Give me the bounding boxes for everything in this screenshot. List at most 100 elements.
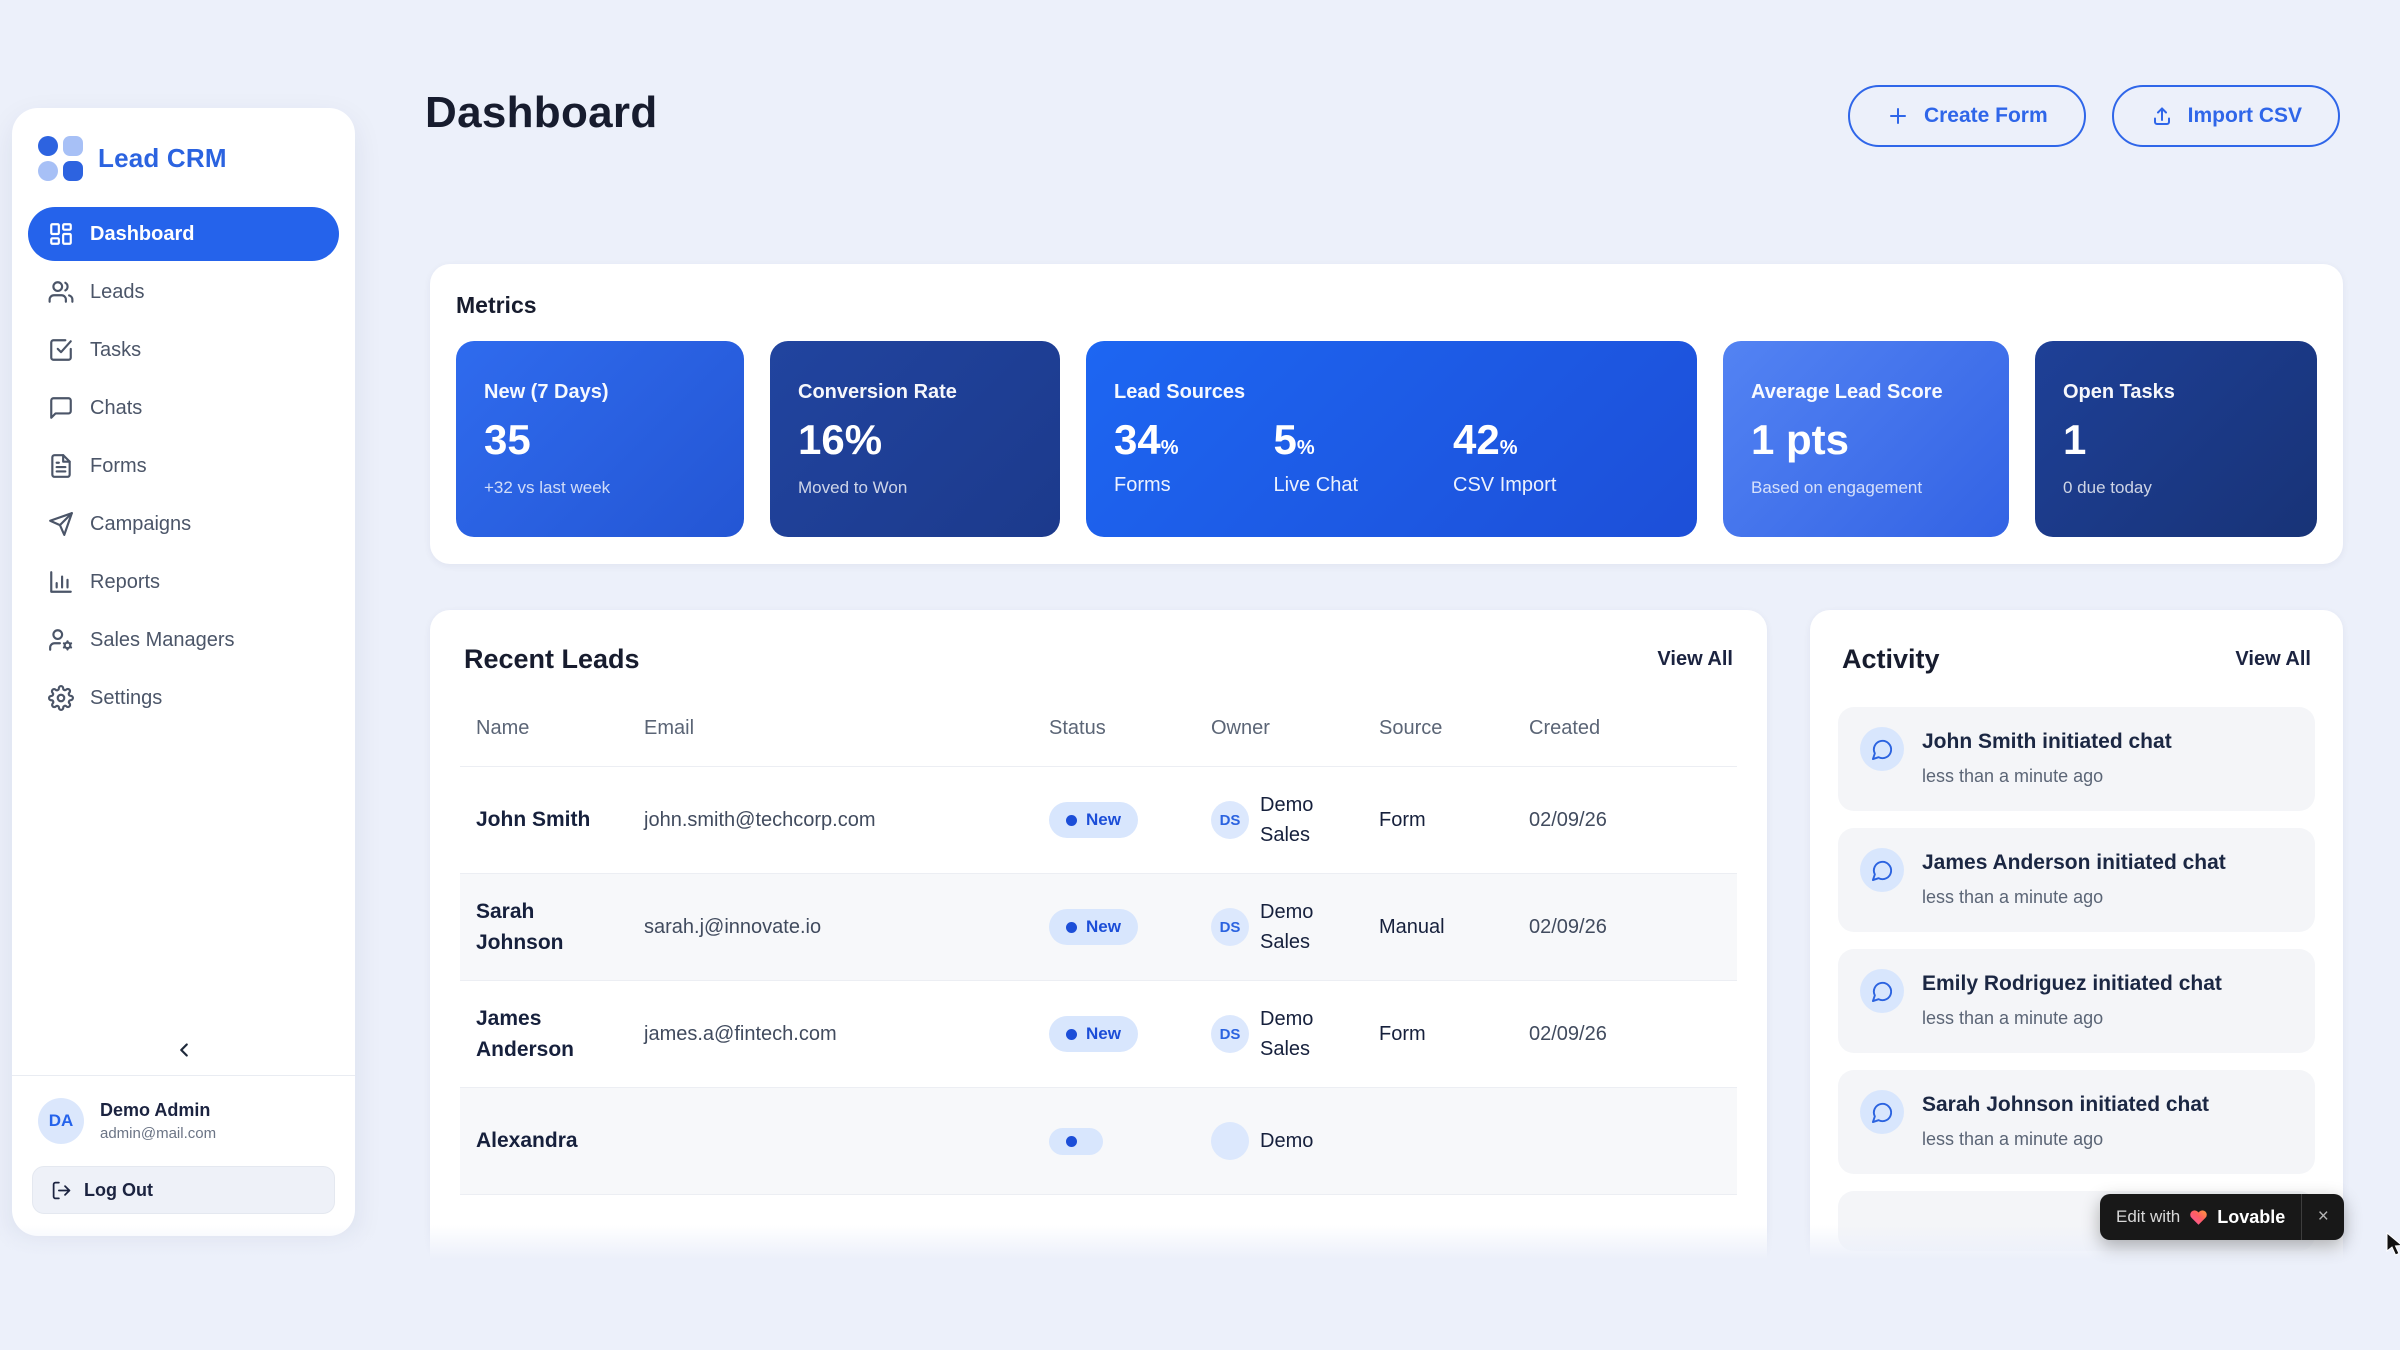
sidebar-item-dashboard[interactable]: Dashboard bbox=[28, 207, 339, 261]
logout-button[interactable]: Log Out bbox=[32, 1166, 335, 1214]
users-icon bbox=[48, 279, 74, 305]
metrics-title: Metrics bbox=[456, 292, 537, 318]
lead-created: 02/09/26 bbox=[1529, 1022, 1607, 1045]
chat-bubble-icon bbox=[48, 395, 74, 421]
metric-card-open-tasks: Open Tasks 1 0 due today bbox=[2035, 341, 2317, 537]
table-row[interactable]: Sarah Johnson sarah.j@innovate.io New DS… bbox=[460, 874, 1737, 981]
metric-card-average-lead-score: Average Lead Score 1 pts Based on engage… bbox=[1723, 341, 2009, 537]
plus-icon bbox=[1886, 104, 1910, 128]
user-name: Demo Admin bbox=[100, 1100, 211, 1120]
sidebar-collapse-button[interactable] bbox=[173, 1039, 195, 1061]
sidebar-nav: Dashboard Leads Tasks Chats Forms Campai… bbox=[12, 201, 355, 725]
recent-leads-title: Recent Leads bbox=[464, 644, 640, 674]
document-icon bbox=[48, 453, 74, 479]
metrics-section: Metrics New (7 Days) 35 +32 vs last week… bbox=[430, 264, 2343, 564]
chat-bubble-icon bbox=[1860, 727, 1904, 771]
sidebar-item-reports[interactable]: Reports bbox=[28, 555, 339, 609]
sidebar-item-chats[interactable]: Chats bbox=[28, 381, 339, 435]
upload-icon bbox=[2150, 104, 2174, 128]
metric-card-lead-sources: Lead Sources 34% Forms 5% Live Chat 42% … bbox=[1086, 341, 1697, 537]
edit-with-lovable-button[interactable]: Edit with Lovable bbox=[2116, 1206, 2286, 1227]
table-row[interactable]: John Smith john.smith@techcorp.com New D… bbox=[460, 767, 1737, 874]
owner-avatar: DS bbox=[1211, 1015, 1249, 1053]
sidebar-item-forms[interactable]: Forms bbox=[28, 439, 339, 493]
sidebar-item-label: Chats bbox=[90, 396, 143, 419]
check-square-icon bbox=[48, 337, 74, 363]
sidebar-item-settings[interactable]: Settings bbox=[28, 671, 339, 725]
lead-created: 02/09/26 bbox=[1529, 915, 1607, 938]
metric-card-conversion-rate: Conversion Rate 16% Moved to Won bbox=[770, 341, 1060, 537]
close-icon[interactable]: × bbox=[2317, 1206, 2329, 1227]
dashboard-icon bbox=[48, 221, 74, 247]
sidebar-item-leads[interactable]: Leads bbox=[28, 265, 339, 319]
lead-email: sarah.j@innovate.io bbox=[644, 915, 822, 938]
logo-grid-icon bbox=[38, 136, 83, 181]
list-item[interactable]: John Smith initiated chat less than a mi… bbox=[1838, 707, 2315, 811]
lead-name: Alexandra bbox=[476, 1129, 578, 1153]
app-title: Lead CRM bbox=[98, 143, 227, 173]
leads-table-header: Name Email Status Owner Source Created bbox=[460, 717, 1737, 767]
list-item[interactable]: Sarah Johnson initiated chat less than a… bbox=[1838, 1070, 2315, 1174]
list-item[interactable]: James Anderson initiated chat less than … bbox=[1838, 828, 2315, 932]
owner-avatar: DS bbox=[1211, 801, 1249, 839]
lead-source-stat-live-chat: 5% Live Chat bbox=[1273, 416, 1359, 496]
status-badge: New bbox=[1049, 909, 1138, 945]
chat-bubble-icon bbox=[1860, 848, 1904, 892]
sidebar: Lead CRM Dashboard Leads Tasks Chats For… bbox=[12, 108, 355, 1236]
metric-value: 1 pts bbox=[1751, 415, 1850, 463]
activity-title: Activity bbox=[1842, 644, 1940, 674]
paper-plane-icon bbox=[48, 511, 74, 537]
lead-name: Sarah Johnson bbox=[476, 899, 564, 955]
chat-bubble-icon bbox=[1860, 1090, 1904, 1134]
logout-label: Log Out bbox=[84, 1179, 153, 1200]
status-dot-icon bbox=[1066, 1028, 1077, 1040]
recent-leads-section: Recent Leads View All Name Email Status … bbox=[430, 610, 1767, 1310]
user-gear-icon bbox=[48, 627, 74, 653]
lovable-heart-icon bbox=[2189, 1208, 2208, 1227]
header-actions: Create Form Import CSV bbox=[1847, 85, 2340, 147]
lead-name: James Anderson bbox=[476, 1006, 575, 1062]
lead-created: 02/09/26 bbox=[1529, 808, 1607, 831]
status-badge: New bbox=[1049, 1016, 1138, 1052]
lead-owner: DS Demo Sales bbox=[1211, 1004, 1379, 1064]
table-row[interactable]: Alexandra Demo bbox=[460, 1088, 1737, 1195]
lovable-badge: Edit with Lovable × bbox=[2100, 1194, 2345, 1240]
mouse-cursor bbox=[2386, 1232, 2400, 1258]
activity-view-all-link[interactable]: View All bbox=[2235, 648, 2311, 670]
sidebar-divider bbox=[12, 1075, 355, 1076]
metric-value: 1 bbox=[2063, 415, 2087, 463]
status-dot-icon bbox=[1066, 921, 1077, 933]
import-csv-button[interactable]: Import CSV bbox=[2111, 85, 2340, 147]
metric-value: 16% bbox=[798, 415, 883, 463]
lead-source-stat-csv-import: 42% CSV Import bbox=[1453, 416, 1557, 496]
lead-email: james.a@fintech.com bbox=[644, 1022, 837, 1045]
lead-owner: Demo bbox=[1211, 1122, 1379, 1160]
lead-source: Manual bbox=[1379, 915, 1445, 938]
metric-value: 35 bbox=[484, 415, 531, 463]
user-email: admin@mail.com bbox=[100, 1125, 217, 1142]
sidebar-item-campaigns[interactable]: Campaigns bbox=[28, 497, 339, 551]
lead-source-stat-forms: 34% Forms bbox=[1114, 416, 1179, 496]
chat-bubble-icon bbox=[1860, 969, 1904, 1013]
sidebar-item-label: Settings bbox=[90, 686, 163, 709]
user-profile[interactable]: DA Demo Admin admin@mail.com bbox=[12, 1076, 355, 1158]
app-logo: Lead CRM bbox=[12, 108, 355, 201]
lead-source: Form bbox=[1379, 1022, 1426, 1045]
table-row[interactable]: James Anderson james.a@fintech.com New D… bbox=[460, 981, 1737, 1088]
list-item[interactable]: Emily Rodriguez initiated chat less than… bbox=[1838, 949, 2315, 1053]
logout-icon bbox=[51, 1180, 72, 1201]
metric-card-new-7-days: New (7 Days) 35 +32 vs last week bbox=[456, 341, 744, 537]
sidebar-item-label: Leads bbox=[90, 280, 145, 303]
sidebar-item-label: Forms bbox=[90, 454, 147, 477]
sidebar-item-sales-managers[interactable]: Sales Managers bbox=[28, 613, 339, 667]
gear-icon bbox=[48, 685, 74, 711]
divider bbox=[2301, 1194, 2303, 1240]
sidebar-item-label: Tasks bbox=[90, 338, 142, 361]
lead-source: Form bbox=[1379, 808, 1426, 831]
create-form-button[interactable]: Create Form bbox=[1847, 85, 2086, 147]
sidebar-item-tasks[interactable]: Tasks bbox=[28, 323, 339, 377]
user-avatar: DA bbox=[38, 1098, 84, 1144]
recent-leads-view-all-link[interactable]: View All bbox=[1657, 648, 1733, 670]
page-title: Dashboard bbox=[425, 88, 658, 137]
lead-owner: DS Demo Sales bbox=[1211, 897, 1379, 957]
